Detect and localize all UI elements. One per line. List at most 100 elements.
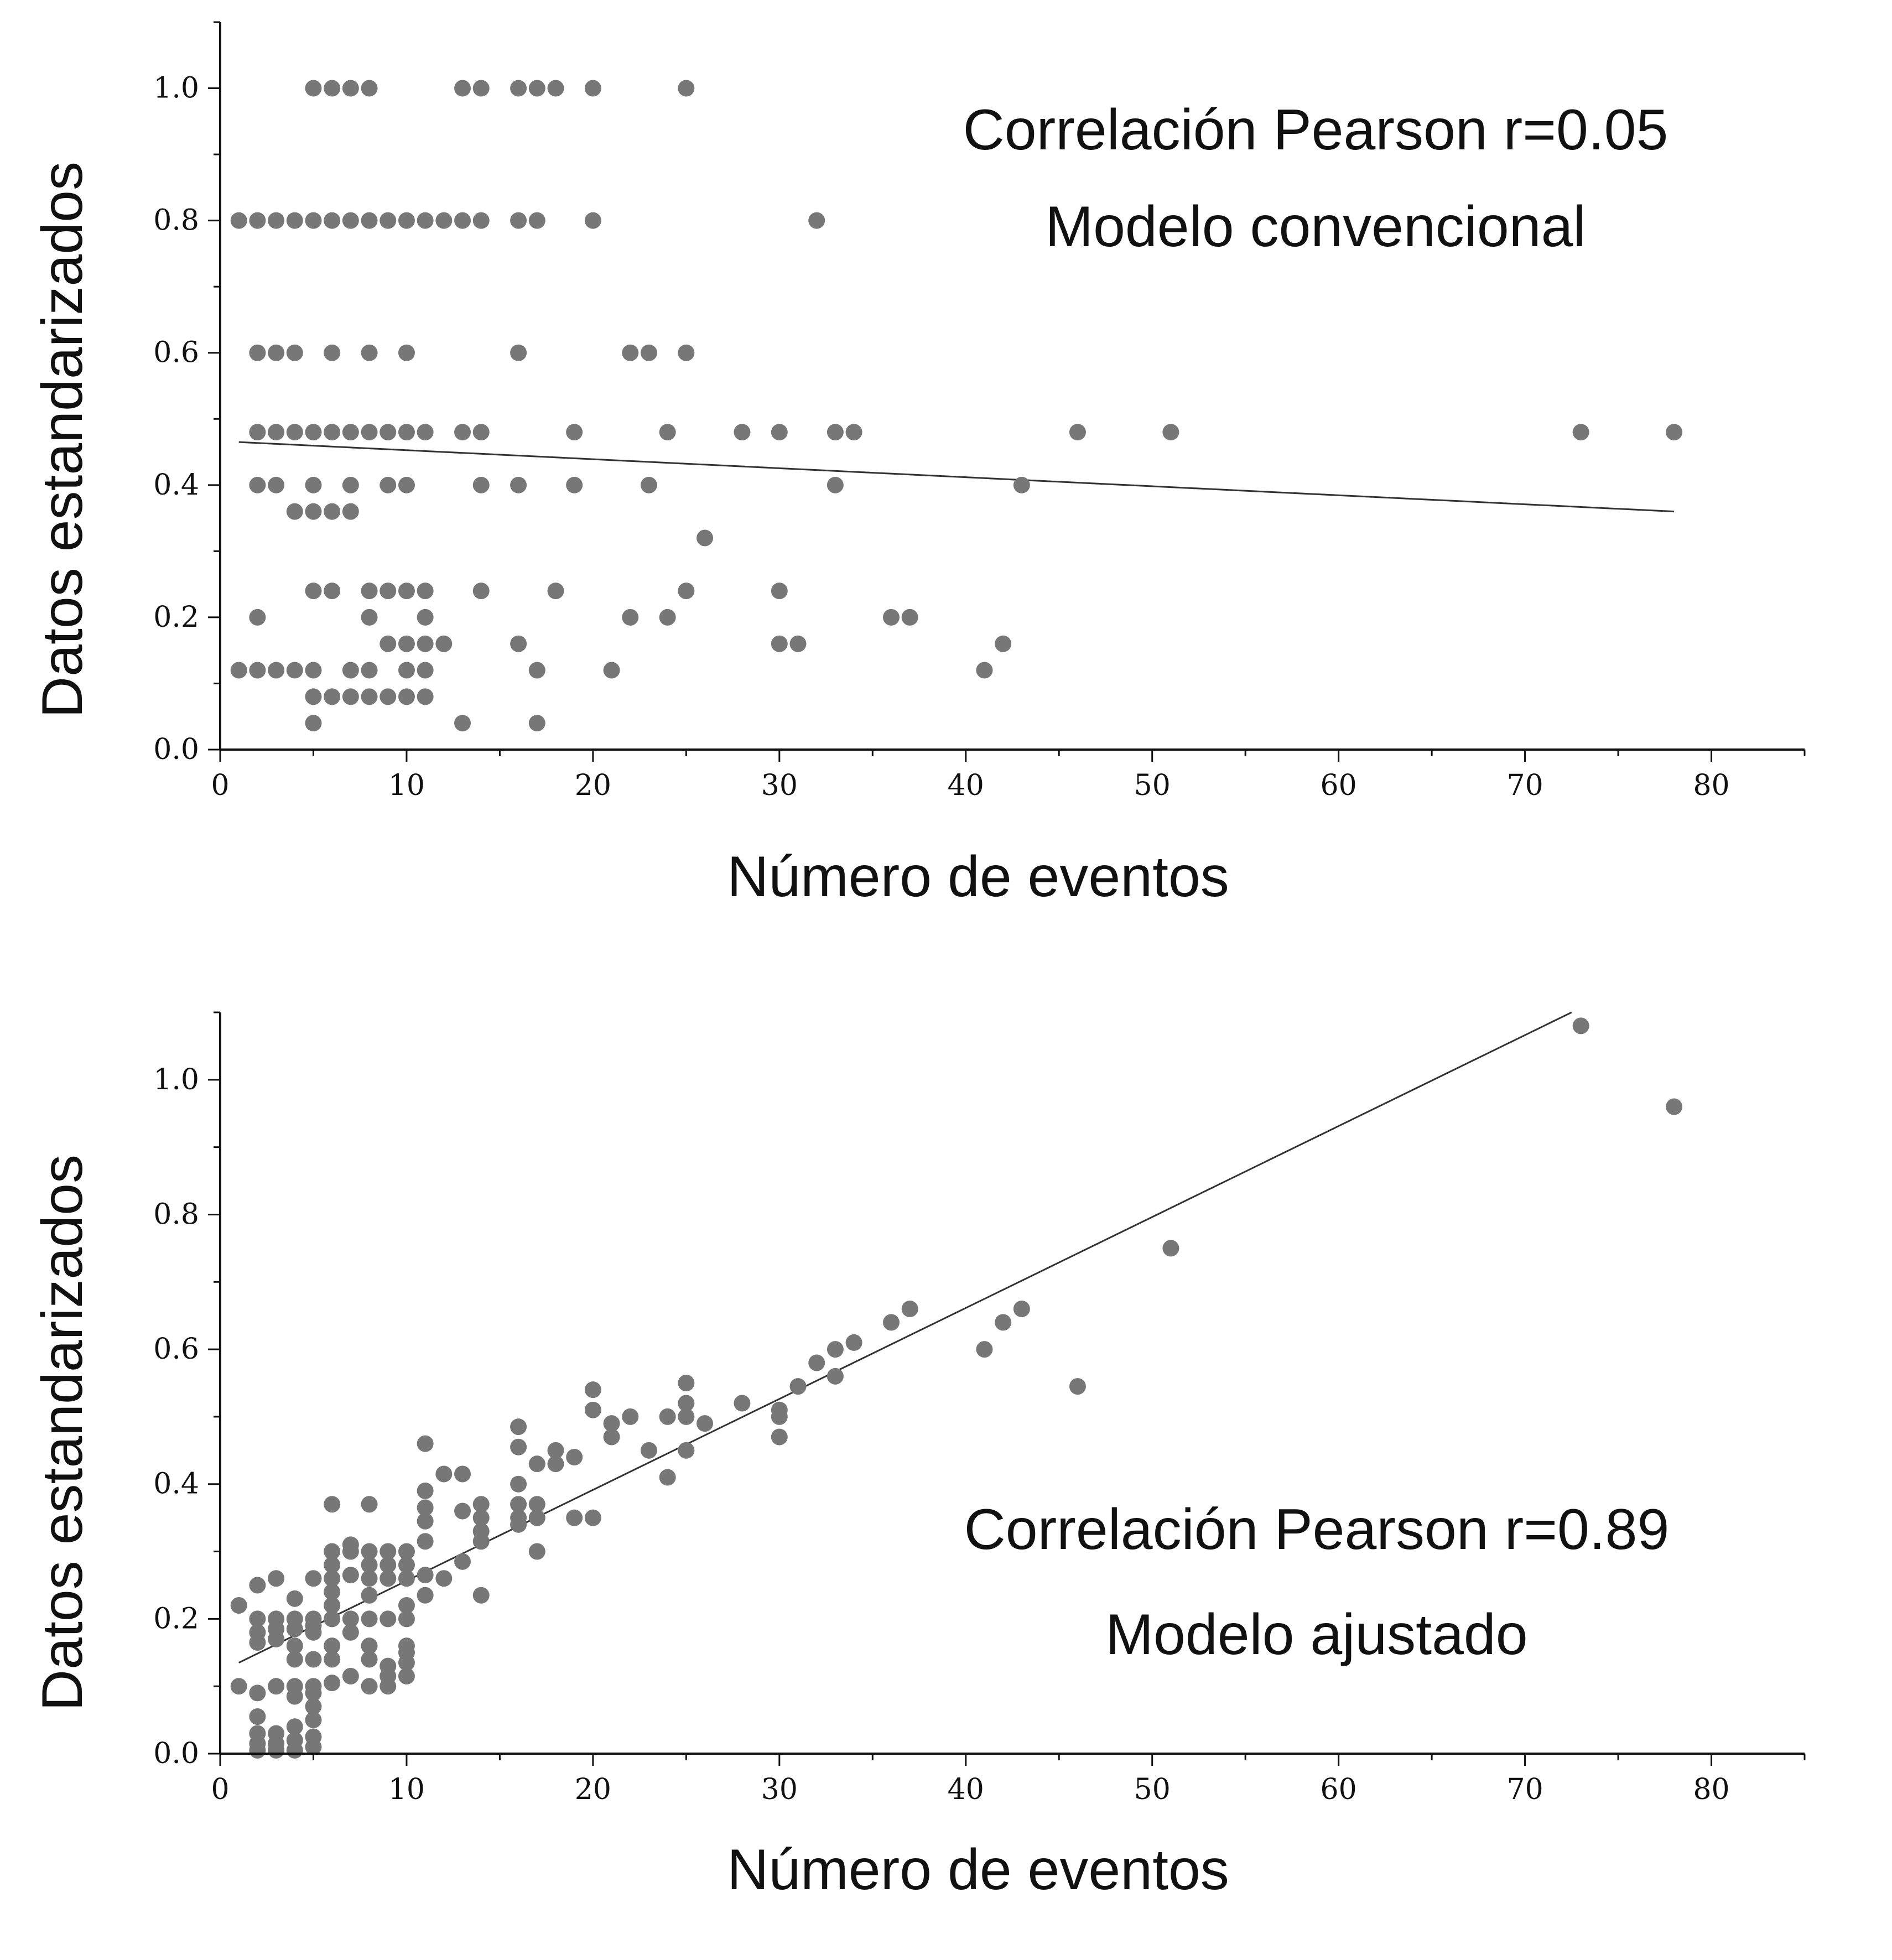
data-point	[230, 662, 247, 679]
data-point	[324, 503, 341, 520]
data-point	[249, 212, 266, 229]
data-point	[398, 635, 415, 652]
data-point	[995, 1314, 1012, 1331]
data-point	[417, 424, 434, 441]
data-point	[305, 583, 322, 600]
data-point	[342, 1610, 359, 1628]
data-point	[324, 344, 341, 361]
data-point	[230, 1597, 247, 1614]
data-point	[659, 424, 676, 441]
data-point	[995, 635, 1012, 652]
data-point	[342, 1624, 359, 1641]
data-point	[249, 609, 266, 626]
data-point	[510, 1516, 527, 1533]
data-point	[845, 424, 862, 441]
data-point	[286, 424, 303, 441]
data-point	[361, 1587, 378, 1604]
data-point	[380, 212, 397, 229]
data-point	[696, 529, 714, 547]
bottom-scatter-chart: 0 10 20 30 40 50 60 70 80 0.0 0.2 0.4 0.6 0.8 1.0 Núme…	[30, 1011, 1806, 1902]
data-point	[696, 1415, 714, 1432]
data-point	[808, 212, 825, 229]
y-tick-label: 1.0	[153, 1063, 199, 1096]
data-point	[901, 609, 918, 626]
data-point	[808, 1354, 825, 1371]
data-point	[417, 1512, 434, 1530]
data-point	[305, 1685, 322, 1702]
data-point	[268, 344, 285, 361]
data-point	[640, 476, 657, 493]
data-point	[472, 1587, 490, 1604]
data-point	[324, 1570, 341, 1587]
data-point	[342, 476, 359, 493]
x-tick-label: 40	[948, 1773, 984, 1806]
y-axis-title: Datos estandarizados	[30, 162, 95, 718]
data-point	[380, 635, 397, 652]
data-point	[268, 1678, 285, 1695]
data-point	[566, 1449, 583, 1465]
data-point	[547, 583, 564, 600]
data-point	[286, 1688, 303, 1705]
data-point	[380, 424, 397, 441]
data-point	[417, 1435, 434, 1452]
data-point	[268, 662, 285, 679]
data-point	[361, 1651, 378, 1668]
data-point	[678, 1408, 695, 1425]
data-point	[827, 1368, 844, 1385]
data-point	[249, 344, 266, 361]
data-point	[417, 635, 434, 652]
data-point	[528, 212, 545, 229]
data-point	[417, 1533, 434, 1550]
data-point	[454, 80, 471, 97]
data-point	[398, 1556, 415, 1573]
data-point	[305, 1698, 322, 1715]
data-point	[603, 1428, 620, 1446]
x-tick-label: 0	[211, 769, 229, 802]
data-point	[771, 583, 788, 600]
data-point	[528, 715, 545, 732]
data-point	[286, 662, 303, 679]
x-axis-title: Número de eventos	[727, 1838, 1229, 1902]
data-point	[678, 1395, 695, 1412]
data-point	[324, 1597, 341, 1614]
data-point	[361, 1610, 378, 1628]
data-point	[510, 1475, 527, 1493]
data-point	[398, 424, 415, 441]
data-point	[827, 424, 844, 441]
data-point	[417, 1499, 434, 1516]
data-point	[1013, 476, 1030, 493]
data-point	[417, 212, 434, 229]
data-point	[1162, 424, 1179, 441]
data-point	[454, 715, 471, 732]
data-point	[286, 1590, 303, 1607]
data-point	[398, 1667, 415, 1685]
data-point	[361, 344, 378, 361]
data-point	[472, 1533, 490, 1550]
data-point	[454, 1503, 471, 1520]
data-point	[380, 1610, 397, 1628]
x-tick-label: 60	[1321, 769, 1357, 802]
data-point	[510, 344, 527, 361]
fit-line-layer	[238, 1011, 1572, 1663]
x-tick-label: 10	[388, 769, 425, 802]
data-point	[435, 212, 453, 229]
data-point	[528, 1543, 545, 1560]
data-point	[324, 583, 341, 600]
data-point	[472, 476, 490, 493]
data-point	[361, 424, 378, 441]
data-point	[771, 1408, 788, 1425]
data-point	[472, 1509, 490, 1526]
y-tick-label: 0.0	[153, 733, 199, 766]
y-tick-label: 0.8	[153, 1198, 199, 1231]
data-point	[454, 1553, 471, 1570]
data-point	[361, 662, 378, 679]
data-point	[268, 424, 285, 441]
x-tick-label: 80	[1693, 769, 1729, 802]
data-point	[528, 662, 545, 679]
data-point	[249, 1577, 266, 1594]
data-point	[1069, 1378, 1086, 1395]
data-point	[305, 688, 322, 705]
data-point	[268, 1630, 285, 1647]
data-point	[380, 1543, 397, 1560]
data-point	[510, 476, 527, 493]
